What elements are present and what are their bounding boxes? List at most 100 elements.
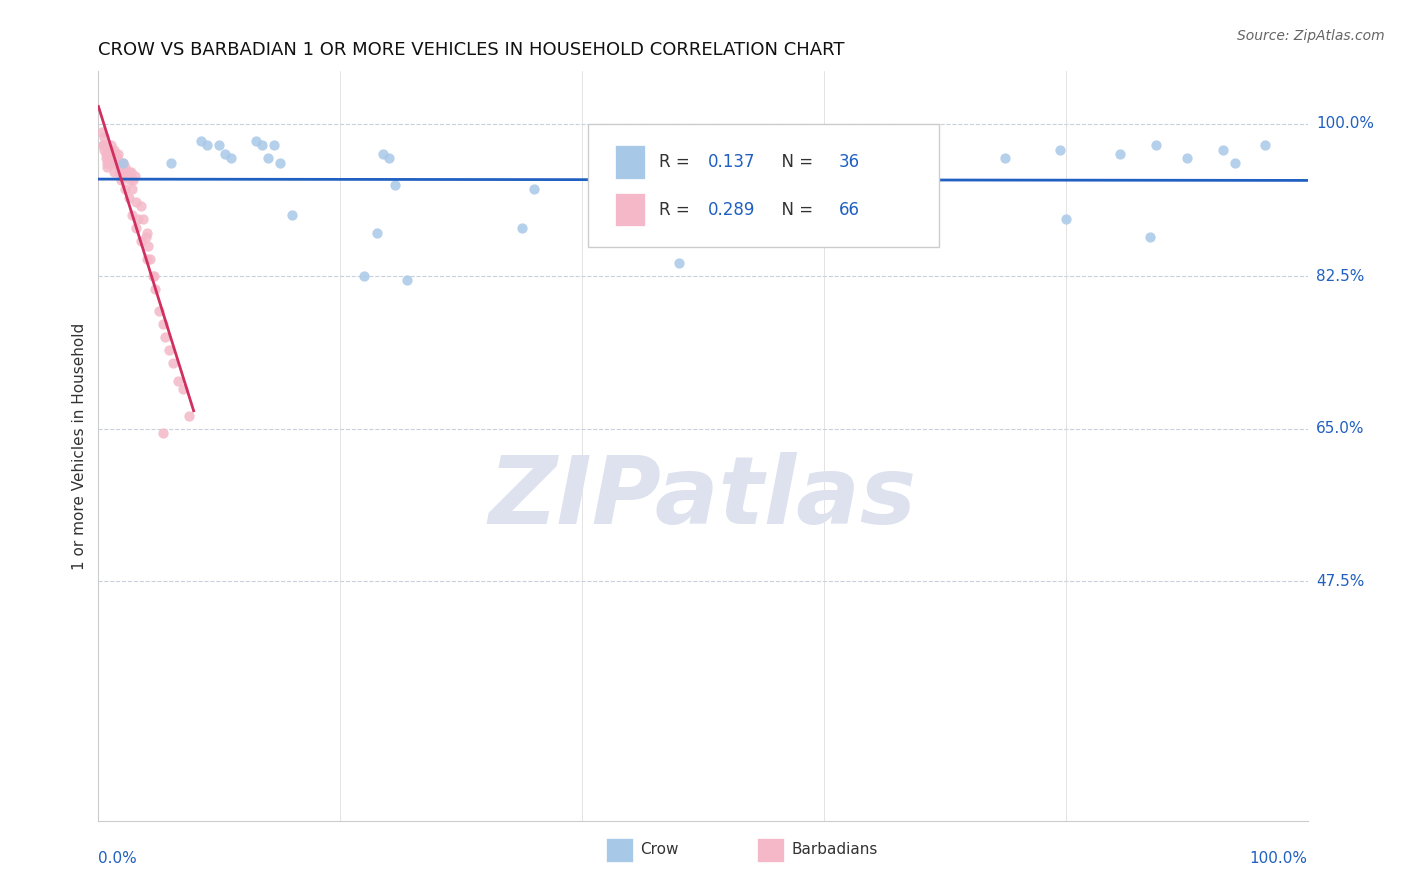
Point <box>115 164 138 178</box>
Text: 36: 36 <box>838 153 859 170</box>
Y-axis label: 1 or more Vehicles in Household: 1 or more Vehicles in Household <box>72 322 87 570</box>
Point <box>994 152 1017 166</box>
Point <box>250 138 273 153</box>
Text: Crow: Crow <box>640 842 679 857</box>
Point <box>104 147 127 161</box>
Point <box>129 234 152 248</box>
Point <box>93 143 115 157</box>
Point <box>124 169 146 183</box>
Text: Barbadians: Barbadians <box>792 842 877 857</box>
Point <box>1109 147 1132 161</box>
Point <box>371 147 394 161</box>
FancyBboxPatch shape <box>614 145 645 178</box>
Point <box>91 125 114 139</box>
Point <box>1212 143 1234 157</box>
Point <box>96 156 118 170</box>
Point <box>825 164 848 178</box>
Point <box>122 173 145 187</box>
Text: N =: N = <box>770 153 818 170</box>
Point <box>97 152 120 166</box>
Point <box>245 134 267 148</box>
Point <box>1223 156 1246 170</box>
Text: 0.0%: 0.0% <box>98 851 138 866</box>
Point <box>523 182 546 196</box>
Point <box>114 182 136 196</box>
Point <box>281 208 304 222</box>
Text: 82.5%: 82.5% <box>1316 268 1364 284</box>
Point <box>256 152 278 166</box>
Point <box>91 138 114 153</box>
Point <box>1054 212 1077 227</box>
Point <box>162 356 184 370</box>
Point <box>172 383 194 397</box>
Point <box>94 152 117 166</box>
Point <box>105 152 128 166</box>
Point <box>135 226 157 240</box>
Point <box>1175 152 1198 166</box>
Text: 0.289: 0.289 <box>707 201 755 219</box>
Point <box>114 160 136 174</box>
Point <box>143 282 166 296</box>
Point <box>93 129 115 144</box>
Point <box>110 173 132 187</box>
Point <box>118 164 141 178</box>
Point <box>152 317 174 331</box>
Point <box>384 178 406 192</box>
Point <box>132 212 155 227</box>
Point <box>107 147 129 161</box>
Point <box>1139 230 1161 244</box>
Point <box>108 156 131 170</box>
Text: N =: N = <box>770 201 818 219</box>
Point <box>120 164 142 178</box>
Point <box>103 164 125 178</box>
Point <box>121 182 143 196</box>
Point <box>101 147 124 161</box>
Point <box>269 156 291 170</box>
Point <box>221 152 243 166</box>
Point <box>118 173 141 187</box>
Point <box>208 138 231 153</box>
Point <box>98 156 121 170</box>
Point <box>117 169 139 183</box>
Point <box>167 374 190 388</box>
Text: 47.5%: 47.5% <box>1316 574 1364 589</box>
Point <box>160 156 183 170</box>
Point <box>214 147 236 161</box>
FancyBboxPatch shape <box>758 838 785 862</box>
Point <box>1049 143 1071 157</box>
Point <box>139 252 162 266</box>
Point <box>668 256 690 270</box>
Point <box>112 164 135 178</box>
Text: R =: R = <box>659 201 696 219</box>
Point <box>353 269 375 284</box>
Point <box>105 156 128 170</box>
Point <box>96 160 118 174</box>
Text: 66: 66 <box>838 201 859 219</box>
FancyBboxPatch shape <box>606 838 633 862</box>
Point <box>111 156 134 170</box>
Point <box>97 147 120 161</box>
Point <box>1146 138 1168 153</box>
Point <box>1254 138 1277 153</box>
Point <box>111 156 134 170</box>
Point <box>94 147 117 161</box>
Point <box>263 138 285 153</box>
Point <box>103 143 125 157</box>
Text: Source: ZipAtlas.com: Source: ZipAtlas.com <box>1237 29 1385 43</box>
Point <box>100 147 122 161</box>
Point <box>692 226 714 240</box>
Point <box>910 138 932 153</box>
Point <box>125 195 148 210</box>
Point <box>135 230 157 244</box>
Point <box>837 226 859 240</box>
Text: ZIPatlas: ZIPatlas <box>489 452 917 544</box>
Point <box>510 221 533 235</box>
Point <box>148 304 170 318</box>
Point <box>100 156 122 170</box>
Text: 0.137: 0.137 <box>707 153 755 170</box>
Point <box>179 409 201 423</box>
Point <box>118 191 141 205</box>
Point <box>395 273 418 287</box>
Point <box>366 226 388 240</box>
Point <box>100 138 122 153</box>
